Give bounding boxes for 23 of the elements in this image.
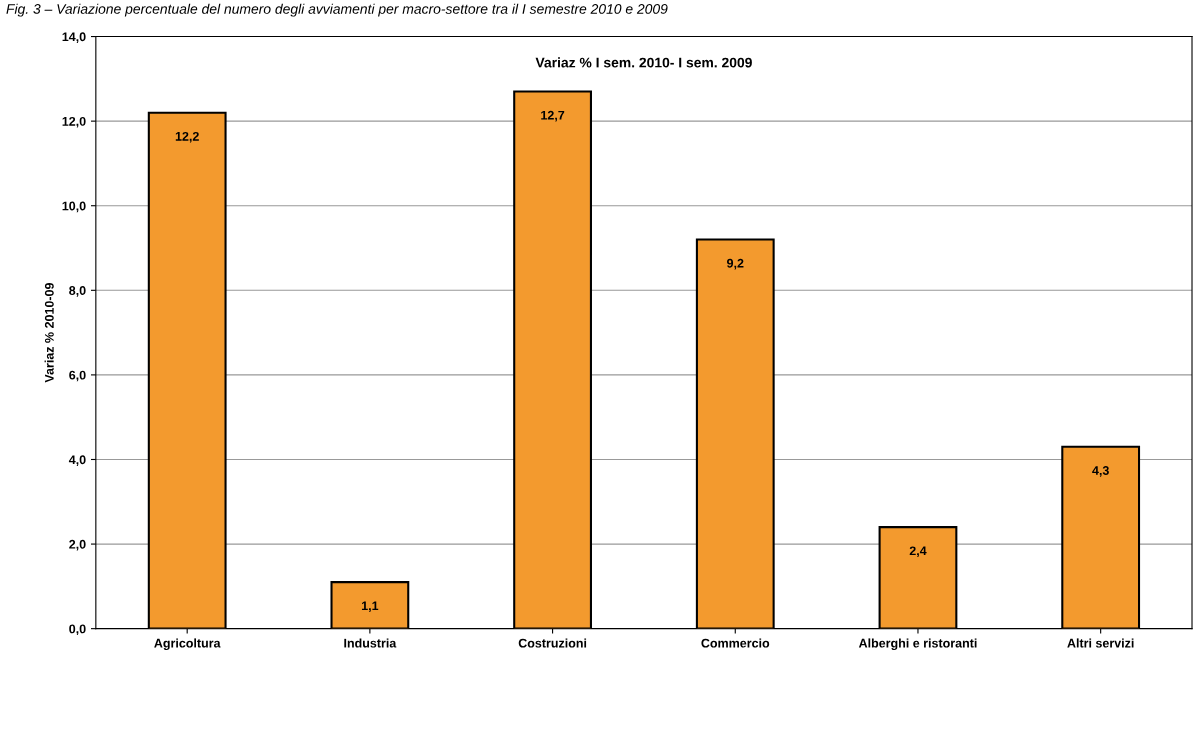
x-tick-label: Commercio (701, 638, 770, 648)
data-label: 2,4 (909, 546, 927, 558)
data-label: 4,3 (1092, 466, 1109, 477)
y-tick-label: 12,0 (62, 116, 86, 128)
y-tick-label: 0,0 (69, 624, 86, 636)
y-tick-label: 10,0 (62, 201, 86, 213)
x-tick-label: Industria (344, 638, 397, 648)
y-tick-label: 2,0 (69, 539, 86, 551)
y-tick-label: 8,0 (69, 286, 86, 297)
data-label: 9,2 (727, 258, 744, 270)
text: Variaz % I sem. 2010- I sem. 2009 (535, 57, 752, 68)
y-tick-label: 14,0 (62, 32, 86, 44)
y-tick-label: 4,0 (68, 455, 86, 466)
data-label: 1,1 (361, 601, 379, 613)
y-tick-label: 6,0 (69, 370, 86, 382)
data-label: 12,2 (175, 131, 199, 143)
x-tick-label: Alberghi e ristoranti (858, 638, 977, 651)
x-tick-label: Costruzioni (518, 638, 587, 648)
chart-title: Fig. 3 – Variazione percentuale del numero degli avviamenti per macro-settore tra il I semestre 2010 e 2009 (6, 3, 668, 17)
data-label: 12,7 (541, 110, 565, 122)
x-tick-label: Altri servizi (1067, 638, 1134, 648)
x-tick-label: Agricoltura (154, 638, 221, 651)
y-axis-title: Variaz % 2010-09 (44, 283, 54, 383)
